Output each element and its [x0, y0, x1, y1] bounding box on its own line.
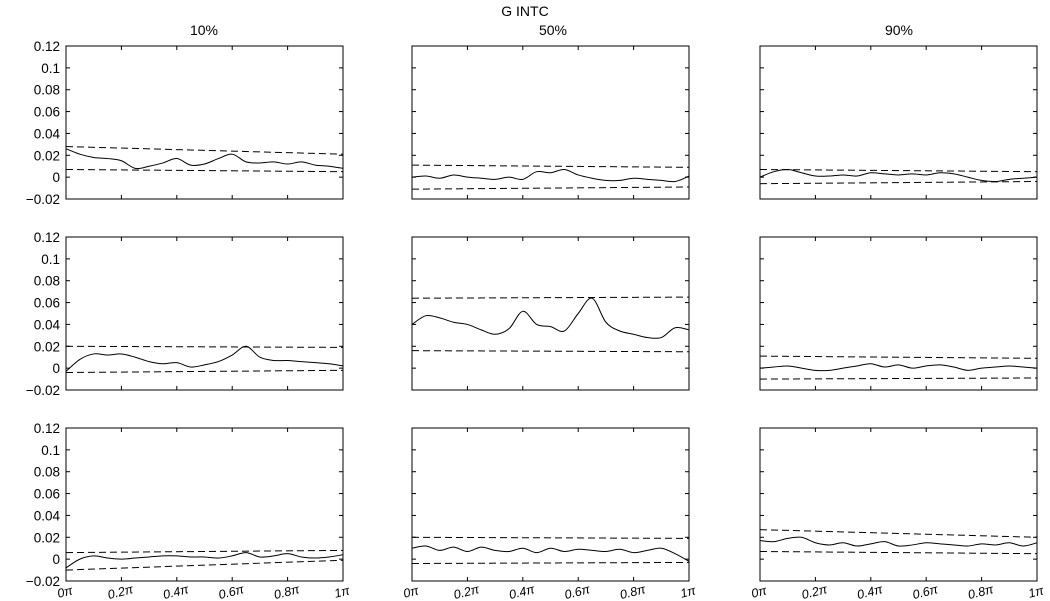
axes-frame — [759, 236, 1038, 391]
band-lower-line — [412, 186, 689, 190]
band-upper-line — [760, 168, 1037, 173]
x-tick-label: 0.4π — [856, 582, 885, 601]
x-tick-label: 1π — [333, 583, 352, 600]
estimate-line — [760, 168, 1037, 183]
y-tick-label: 0.02 — [34, 148, 60, 163]
band-upper-line — [412, 536, 689, 539]
x-tick-label: 0.2π — [800, 582, 829, 601]
subplot-r1-c2 — [411, 45, 690, 200]
y-tick-label: 0.06 — [34, 296, 60, 311]
axes-frame — [65, 427, 344, 582]
axes-frame — [411, 427, 690, 582]
y-tick-label: 0.1 — [41, 443, 60, 458]
y-tick-label: 0.08 — [34, 465, 60, 480]
band-lower-line — [760, 181, 1037, 185]
band-lower-line — [760, 377, 1037, 380]
column-title-10: 10% — [190, 22, 218, 38]
band-upper-line — [66, 345, 343, 348]
x-tick-label: 0.6π — [563, 582, 592, 601]
estimate-line — [760, 536, 1037, 547]
y-tick-label: 0 — [52, 552, 60, 567]
axes-frame — [65, 236, 344, 391]
subplot-r2-c3 — [759, 236, 1038, 391]
y-tick-label: 0.1 — [41, 252, 60, 267]
band-lower-line — [412, 561, 689, 565]
band-upper-line — [412, 296, 689, 299]
y-tick-label: 0.04 — [34, 317, 61, 332]
band-lower-line — [66, 369, 343, 374]
band-upper-line — [760, 355, 1037, 359]
x-tick-label: 0π — [750, 583, 769, 600]
band-lower-line — [66, 559, 343, 571]
y-tick-label: 0 — [52, 170, 60, 185]
y-tick-label: 0.08 — [34, 274, 60, 289]
x-tick-label: 0.8π — [272, 582, 301, 601]
y-tick-label: 0.04 — [34, 508, 61, 523]
y-tick-label: 0.1 — [41, 61, 60, 76]
estimate-line — [66, 148, 343, 170]
subplot-grid: −0.02 0 0.02 0.04 0.06 0.08 0.1 0.12 −0.02 0 0.02 0… — [26, 39, 1046, 601]
axes-frame — [65, 45, 344, 200]
x-tick-label: 0.4π — [162, 582, 191, 601]
axes-frame — [759, 427, 1038, 582]
estimate-line — [66, 345, 343, 372]
column-title-90: 90% — [885, 22, 913, 38]
estimate-line — [412, 168, 689, 183]
x-tick-label: 1π — [679, 583, 698, 600]
band-lower-line — [412, 350, 689, 353]
y-tick-label: 0.12 — [34, 230, 60, 245]
x-tick-label: 0π — [56, 583, 75, 600]
y-tick-label: 0.02 — [34, 530, 60, 545]
y-tick-label: 0.06 — [34, 487, 60, 502]
subplot-r3-c1: −0.02 0 0.02 0.04 0.06 0.08 0.1 0.12 0π 0.2π 0.4π 0… — [26, 421, 352, 601]
subplot-r1-c1: −0.02 0 0.02 0.04 0.06 0.08 0.1 0.12 — [26, 39, 344, 207]
axes-frame — [411, 45, 690, 200]
y-tick-label: 0 — [52, 361, 60, 376]
band-lower-line — [760, 550, 1037, 555]
x-tick-label: 0.8π — [966, 582, 995, 601]
subplot-r1-c3 — [759, 45, 1038, 200]
subplot-r2-c1: −0.02 0 0.02 0.04 0.06 0.08 0.1 0.12 — [26, 230, 344, 398]
y-tick-label: 0.12 — [34, 39, 60, 54]
y-tick-label: 0.12 — [34, 421, 60, 436]
subplot-r3-c3: 0π 0.2π 0.4π 0.6π 0.8π 1π — [750, 427, 1046, 601]
y-tick-label: 0.02 — [34, 339, 60, 354]
band-upper-line — [66, 549, 343, 554]
estimate-line — [412, 297, 689, 339]
y-tick-label: −0.02 — [26, 192, 60, 207]
y-tick-label: 0.04 — [34, 126, 61, 141]
estimate-line — [412, 545, 689, 562]
subplot-r2-c2 — [411, 236, 690, 391]
x-tick-label: 0.6π — [217, 582, 246, 601]
y-tick-label: −0.02 — [26, 383, 60, 398]
x-tick-label: 0.2π — [452, 582, 481, 601]
x-tick-label: 0.4π — [508, 582, 537, 601]
axes-frame — [759, 45, 1038, 200]
band-upper-line — [412, 164, 689, 168]
band-upper-line — [66, 146, 343, 155]
x-tick-label: 0π — [402, 583, 421, 600]
subplot-r3-c2: 0π 0.2π 0.4π 0.6π 0.8π 1π — [402, 427, 698, 601]
estimate-line — [760, 363, 1037, 372]
x-tick-label: 0.2π — [106, 582, 135, 601]
y-tick-label: 0.08 — [34, 83, 60, 98]
estimate-line — [66, 552, 343, 569]
x-tick-label: 1π — [1027, 583, 1046, 600]
band-lower-line — [66, 168, 343, 173]
band-upper-line — [760, 529, 1037, 538]
column-title-50: 50% — [539, 22, 567, 38]
axes-frame — [411, 236, 690, 391]
x-tick-label: 0.6π — [911, 582, 940, 601]
y-tick-label: 0.06 — [34, 105, 60, 120]
y-tick-label: −0.02 — [26, 574, 60, 589]
x-tick-label: 0.8π — [618, 582, 647, 601]
figure-suptitle: G INTC — [501, 3, 548, 19]
